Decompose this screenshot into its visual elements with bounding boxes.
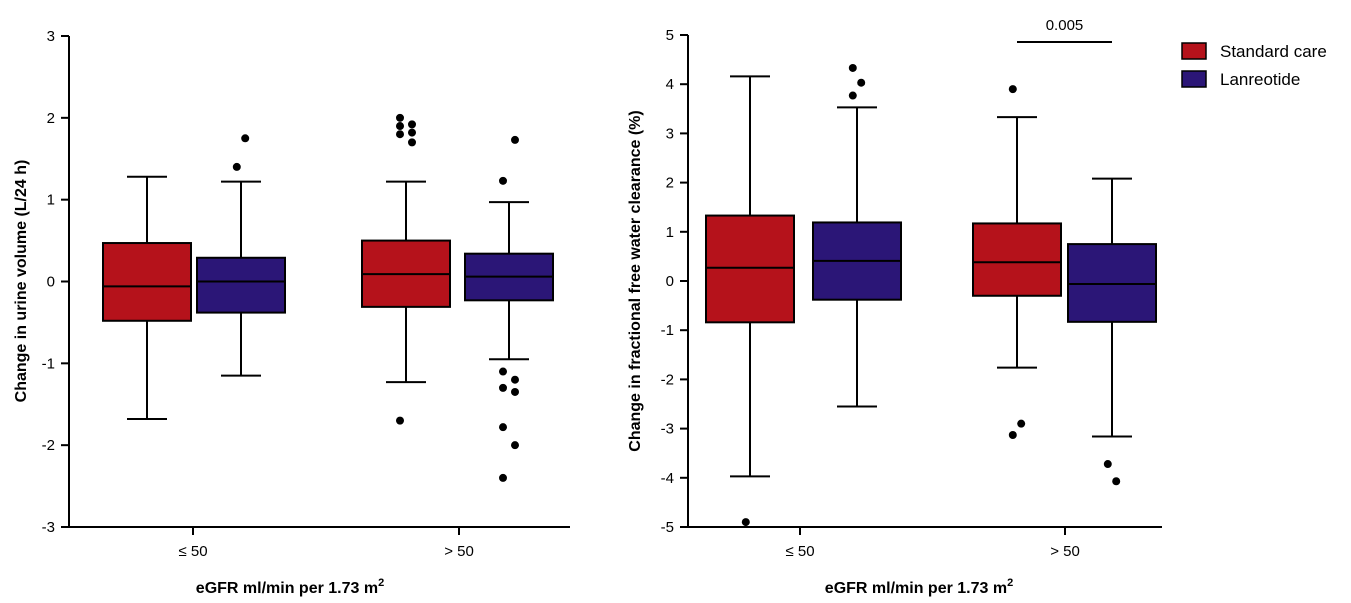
- outlier-point: [857, 78, 866, 87]
- outlier-point: [396, 130, 404, 139]
- outlier-point: [499, 423, 507, 432]
- outlier-point: [1008, 85, 1017, 94]
- y-tick-label: 1: [666, 224, 674, 241]
- y-tick-label: -3: [42, 519, 55, 536]
- y-tick-label: 3: [47, 28, 55, 45]
- y-tick-label: 4: [666, 76, 674, 93]
- box-iqr: [196, 256, 286, 314]
- box-standard-care-0: [705, 75, 795, 527]
- y-tick-label: -1: [42, 355, 55, 372]
- panel-free-water-clearance: -5 -4 -3 -2 -1 0 1 2 3 4 5 ≤ 50 > 50 0.005 Change in f…: [627, 17, 1162, 597]
- legend-label-standard-care: Standard care: [1220, 42, 1327, 61]
- outlier-point: [848, 63, 857, 72]
- outlier-point: [408, 138, 416, 147]
- box-lanreotide-0: [196, 134, 286, 377]
- outlier-point: [499, 367, 507, 376]
- box-lanreotide-1: [464, 135, 554, 482]
- outlier-point: [499, 176, 507, 185]
- box-lanreotide-1: [1067, 177, 1157, 486]
- y-tick-label: 5: [666, 27, 674, 44]
- x-tick-label: ≤ 50: [178, 543, 207, 560]
- y-tick-label: -4: [661, 470, 674, 487]
- legend-swatch-standard-care: [1181, 42, 1207, 60]
- outlier-point: [1017, 419, 1026, 428]
- legend-label-lanreotide: Lanreotide: [1220, 70, 1300, 89]
- significance-label: 0.005: [1046, 17, 1084, 34]
- y-tick-label: 3: [666, 125, 674, 142]
- outlier-point: [511, 387, 519, 396]
- box-iqr: [972, 222, 1062, 297]
- y-tick-label: 1: [47, 192, 55, 209]
- x-axis-title: eGFR ml/min per 1.73 m2: [196, 577, 384, 597]
- y-tick-label: -2: [661, 371, 674, 388]
- x-tick-label: ≤ 50: [785, 543, 814, 560]
- outlier-point: [511, 441, 519, 450]
- y-tick-label: 2: [666, 175, 674, 192]
- x-axis-title: eGFR ml/min per 1.73 m2: [825, 577, 1013, 597]
- outlier-point: [511, 135, 519, 144]
- panel-urine-volume: -3 -2 -1 0 1 2 3 ≤ 50 > 50 Change in urine volume…: [13, 28, 570, 597]
- y-tick-label: 2: [47, 110, 55, 127]
- outlier-point: [396, 122, 404, 131]
- outlier-point: [1008, 430, 1017, 439]
- outlier-point: [848, 91, 857, 100]
- y-tick-label: 0: [47, 274, 55, 291]
- box-iqr: [705, 214, 795, 324]
- outlier-point: [499, 383, 507, 392]
- box-lanreotide-0: [812, 63, 902, 408]
- y-tick-label: -5: [661, 519, 674, 536]
- y-tick-label: 0: [666, 273, 674, 290]
- y-tick-label: -1: [661, 322, 674, 339]
- y-tick-label: -2: [42, 437, 55, 454]
- outlier-point: [408, 128, 416, 137]
- outlier-point: [499, 473, 507, 482]
- outlier-point: [408, 120, 416, 129]
- outlier-point: [1112, 477, 1121, 486]
- outlier-point: [511, 375, 519, 384]
- box-iqr: [102, 242, 192, 322]
- y-axis-title: Change in urine volume (L/24 h): [13, 160, 30, 403]
- x-tick-label: > 50: [1050, 543, 1080, 560]
- outlier-point: [396, 113, 404, 122]
- y-tick-label: -3: [661, 421, 674, 438]
- outlier-point: [396, 416, 404, 425]
- outlier-point: [1103, 460, 1112, 469]
- x-tick-label: > 50: [444, 543, 474, 560]
- box-standard-care-1: [361, 113, 451, 425]
- outlier-point: [232, 162, 241, 171]
- box-standard-care-0: [102, 175, 192, 420]
- y-axis-title: Change in fractional free water clearanc…: [627, 110, 644, 451]
- outlier-point: [241, 134, 250, 143]
- legend-swatch-lanreotide: [1181, 70, 1207, 88]
- legend: Standard care Lanreotide: [1181, 42, 1327, 89]
- box-standard-care-1: [972, 85, 1062, 439]
- outlier-point: [741, 518, 750, 527]
